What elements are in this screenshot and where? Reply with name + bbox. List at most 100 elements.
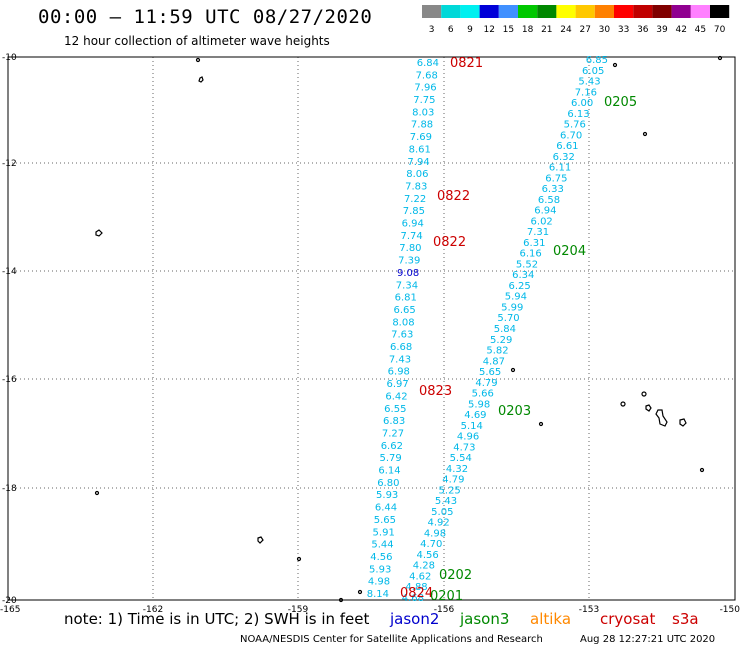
legend-label: 45: [695, 25, 706, 35]
swh-value-west-track: 5.93: [369, 564, 391, 575]
page-title: 00:00 – 11:59 UTC 08/27/2020: [38, 6, 373, 28]
legend-label: 6: [448, 25, 454, 35]
swh-value-west-track: 6.84: [417, 58, 439, 69]
swh-value-west-track: 6.83: [383, 416, 405, 427]
legend-label: 27: [579, 25, 590, 35]
lat-label: -18: [2, 484, 17, 494]
swh-value-east-track: 7.31: [527, 227, 549, 238]
island: [645, 404, 652, 412]
swh-value-west-track: 7.85: [403, 206, 425, 217]
legend-label: 36: [637, 25, 649, 35]
swh-value-east-track: 5.05: [431, 507, 453, 518]
legend-swatch: [460, 5, 480, 18]
swh-value-west-track: 7.68: [416, 70, 438, 81]
swh-value-west-track: 6.62: [381, 441, 403, 452]
swh-value-east-track: 5.43: [578, 77, 600, 88]
swh-value-west-track: 7.80: [399, 243, 421, 254]
island: [717, 55, 723, 61]
pass-time-label: 0201: [430, 589, 463, 604]
swh-value-west-track: 4.56: [370, 552, 392, 563]
island: [357, 589, 363, 595]
swh-value-east-track: 5.82: [486, 346, 508, 357]
island: [296, 556, 302, 562]
legend-swatch: [518, 5, 538, 18]
swh-value-east-track: 5.94: [505, 292, 527, 303]
swh-value-east-track: 6.31: [523, 238, 545, 249]
swh-value-west-track: 5.93: [376, 490, 398, 501]
swh-value-west-track: 7.43: [389, 354, 411, 365]
swh-value-west-track: 6.94: [402, 219, 424, 230]
swh-value-east-track: 4.69: [464, 410, 486, 421]
swh-value-east-track: 6.16: [519, 249, 541, 260]
swh-value-east-track: 6.13: [567, 109, 589, 120]
pass-time-label: 0821: [450, 56, 483, 71]
island: [641, 391, 647, 397]
swh-value-east-track: 6.75: [545, 173, 567, 184]
legend-swatch: [594, 5, 614, 18]
legend-label: 39: [656, 25, 668, 35]
swh-value-west-track: 8.06: [406, 169, 428, 180]
swh-value-east-track: 5.25: [439, 485, 461, 496]
mission-cryosat: cryosat: [600, 610, 656, 628]
legend-label: 15: [503, 25, 514, 35]
swh-value-east-track: 4.88: [405, 582, 427, 593]
swh-value-east-track: 6.02: [531, 216, 553, 227]
swh-value-west-track: 5.79: [380, 453, 402, 464]
swh-value-east-track: 4.62: [409, 571, 431, 582]
swh-value-west-track: 9.08: [397, 268, 419, 279]
legend-swatch: [556, 5, 576, 18]
legend-label: 21: [541, 25, 552, 35]
mission-jason3: jason3: [460, 610, 510, 628]
swh-value-west-track: 7.34: [396, 280, 418, 291]
swh-value-west-track: 7.88: [411, 120, 433, 131]
swh-value-east-track: 6.33: [542, 184, 564, 195]
swh-value-east-track: 5.43: [435, 496, 457, 507]
legend-swatch: [633, 5, 653, 18]
altimeter-tracks: 6.847.68 7.967.758.03 7.887.698.61 7.948.06…: [367, 55, 608, 604]
island: [612, 62, 618, 68]
lat-label: -10: [2, 53, 17, 63]
map-frame: [7, 56, 736, 601]
pass-time-label: 0203: [498, 404, 531, 419]
swh-value-east-track: 5.29: [490, 335, 512, 346]
swh-value-west-track: 6.65: [393, 305, 415, 316]
swh-value-east-track: 4.87: [483, 356, 505, 367]
island: [195, 57, 201, 63]
pass-time-labels: 0821 0822 0822 0823 0824 0205 0204 0203 0202 0201: [400, 56, 637, 604]
lon-label: -159: [288, 605, 309, 615]
pass-time-label: 0205: [604, 95, 637, 110]
lon-label: -156: [434, 605, 455, 615]
island: [699, 467, 705, 473]
lat-label: -12: [2, 159, 17, 169]
lon-label: -153: [579, 605, 599, 615]
island: [198, 76, 204, 83]
swh-value-west-track: 7.75: [413, 95, 435, 106]
legend-swatch: [671, 5, 691, 18]
island: [510, 367, 516, 373]
swh-value-west-track: 6.81: [395, 293, 417, 304]
legend-label: 42: [675, 25, 686, 35]
swh-value-west-track: 8.08: [392, 317, 414, 328]
legend-swatch: [441, 5, 461, 18]
swh-value-east-track: 6.61: [556, 141, 578, 152]
page-subtitle: 12 hour collection of altimeter wave hei…: [64, 34, 330, 48]
swh-value-west-track: 5.65: [374, 515, 396, 526]
swh-value-west-track: 7.22: [404, 194, 426, 205]
legend-label: 70: [714, 25, 726, 35]
swh-value-west-track: 7.96: [414, 83, 436, 94]
lon-label: -162: [143, 605, 163, 615]
pass-time-label: 0822: [437, 189, 470, 204]
legend-label: 18: [522, 25, 534, 35]
swh-value-east-track: 4.98: [424, 528, 446, 539]
lon-label: -165: [0, 605, 20, 615]
swh-value-west-track: 7.74: [400, 231, 422, 242]
swh-value-east-track: 5.65: [479, 367, 501, 378]
island: [620, 401, 626, 407]
legend-label: 30: [599, 25, 611, 35]
legend-swatch: [479, 5, 499, 18]
swh-value-east-track: 6.34: [512, 270, 534, 281]
swh-value-east-track: 5.98: [468, 399, 490, 410]
island: [642, 131, 648, 137]
swh-value-west-track: 6.44: [375, 503, 397, 514]
